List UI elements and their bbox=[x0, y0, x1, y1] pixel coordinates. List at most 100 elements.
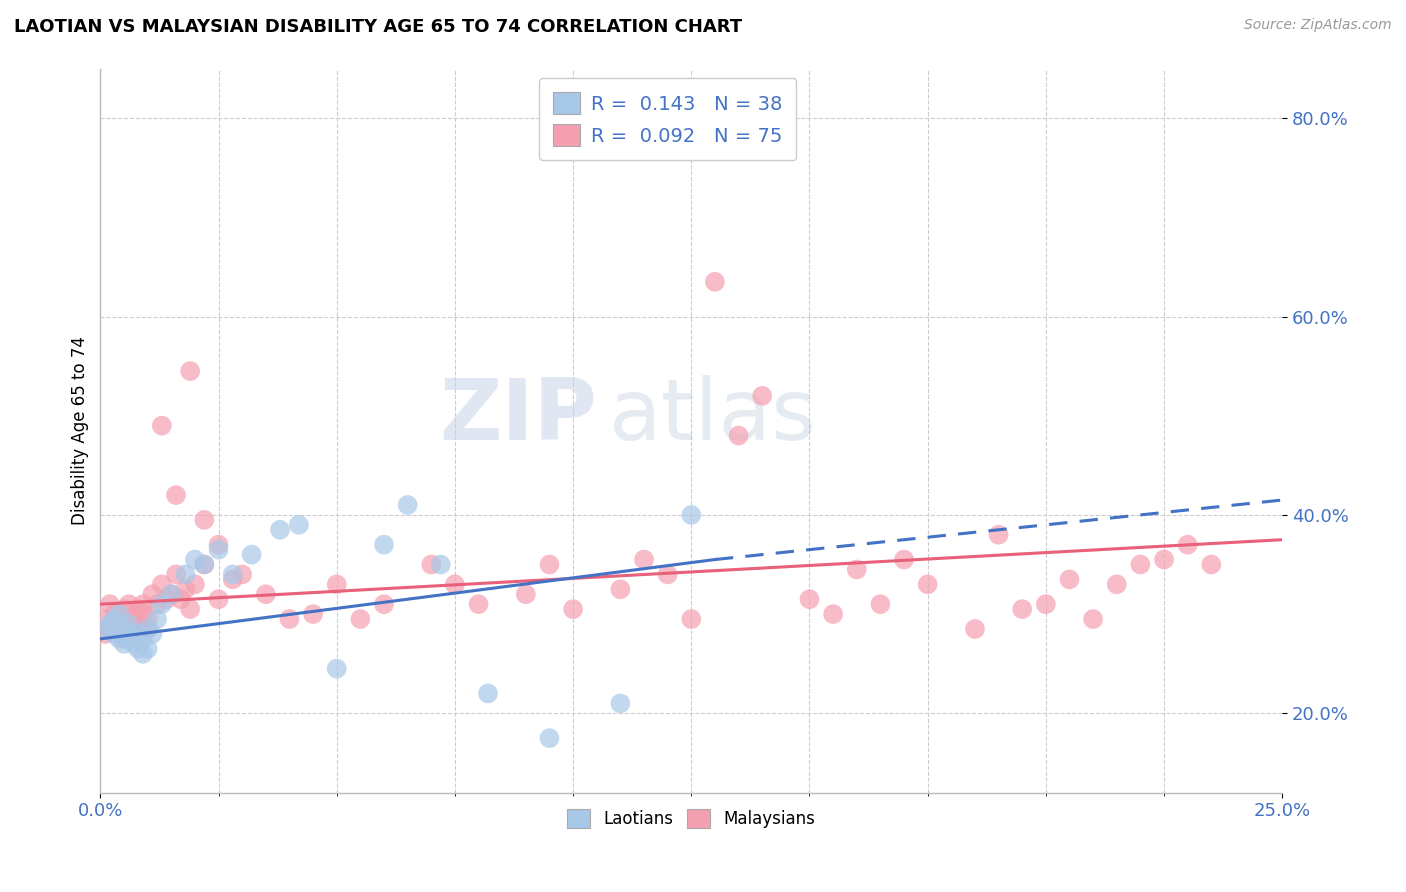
Point bbox=[98, 622, 121, 636]
Point bbox=[1201, 558, 1223, 572]
Point bbox=[118, 617, 141, 632]
Point bbox=[179, 602, 201, 616]
Point bbox=[98, 597, 121, 611]
Point bbox=[751, 389, 773, 403]
Point bbox=[467, 597, 489, 611]
Point bbox=[429, 558, 451, 572]
Point bbox=[373, 597, 395, 611]
Point bbox=[1011, 602, 1033, 616]
Point bbox=[103, 607, 125, 621]
Point bbox=[349, 612, 371, 626]
Point bbox=[373, 538, 395, 552]
Point bbox=[325, 662, 347, 676]
Point bbox=[240, 548, 263, 562]
Point bbox=[103, 612, 125, 626]
Point bbox=[127, 602, 149, 616]
Point bbox=[146, 612, 169, 626]
Point bbox=[1153, 552, 1175, 566]
Point bbox=[325, 577, 347, 591]
Point bbox=[193, 558, 215, 572]
Point bbox=[727, 428, 749, 442]
Point bbox=[893, 552, 915, 566]
Point bbox=[609, 697, 631, 711]
Point bbox=[136, 622, 159, 636]
Point bbox=[633, 552, 655, 566]
Point bbox=[122, 637, 145, 651]
Point bbox=[118, 617, 141, 632]
Point bbox=[146, 597, 169, 611]
Point bbox=[1081, 612, 1104, 626]
Point bbox=[269, 523, 291, 537]
Point bbox=[1059, 573, 1081, 587]
Point bbox=[184, 577, 207, 591]
Point bbox=[917, 577, 939, 591]
Point bbox=[657, 567, 679, 582]
Point bbox=[207, 592, 229, 607]
Point bbox=[396, 498, 419, 512]
Point bbox=[538, 731, 561, 745]
Point bbox=[94, 627, 117, 641]
Point bbox=[108, 612, 131, 626]
Point bbox=[150, 597, 173, 611]
Point bbox=[207, 538, 229, 552]
Point bbox=[681, 612, 703, 626]
Point bbox=[136, 612, 159, 626]
Point bbox=[703, 275, 725, 289]
Point bbox=[174, 582, 197, 597]
Point bbox=[132, 607, 155, 621]
Text: LAOTIAN VS MALAYSIAN DISABILITY AGE 65 TO 74 CORRELATION CHART: LAOTIAN VS MALAYSIAN DISABILITY AGE 65 T… bbox=[14, 18, 742, 36]
Point bbox=[132, 597, 155, 611]
Point bbox=[963, 622, 986, 636]
Point bbox=[845, 562, 868, 576]
Point bbox=[112, 637, 135, 651]
Point bbox=[302, 607, 325, 621]
Point bbox=[94, 612, 117, 626]
Point bbox=[122, 622, 145, 636]
Point bbox=[112, 632, 135, 646]
Point bbox=[108, 632, 131, 646]
Point bbox=[823, 607, 845, 621]
Point bbox=[222, 573, 245, 587]
Point bbox=[538, 558, 561, 572]
Point bbox=[127, 641, 149, 656]
Text: atlas: atlas bbox=[609, 375, 817, 458]
Point bbox=[222, 567, 245, 582]
Point bbox=[136, 622, 159, 636]
Point bbox=[193, 558, 215, 572]
Text: ZIP: ZIP bbox=[439, 375, 596, 458]
Point bbox=[515, 587, 537, 601]
Point bbox=[160, 587, 183, 601]
Point bbox=[132, 647, 155, 661]
Point bbox=[179, 364, 201, 378]
Point bbox=[150, 577, 173, 591]
Point bbox=[136, 641, 159, 656]
Point bbox=[799, 592, 821, 607]
Point bbox=[420, 558, 443, 572]
Point bbox=[477, 686, 499, 700]
Point bbox=[987, 527, 1010, 541]
Point bbox=[1105, 577, 1128, 591]
Point bbox=[174, 567, 197, 582]
Point bbox=[118, 632, 141, 646]
Point bbox=[94, 622, 117, 636]
Point bbox=[112, 602, 135, 616]
Point bbox=[127, 627, 149, 641]
Point bbox=[155, 592, 177, 607]
Point bbox=[112, 622, 135, 636]
Point bbox=[103, 617, 125, 632]
Point bbox=[108, 607, 131, 621]
Point bbox=[160, 587, 183, 601]
Point bbox=[562, 602, 585, 616]
Point bbox=[122, 627, 145, 641]
Point bbox=[231, 567, 253, 582]
Point bbox=[1129, 558, 1152, 572]
Text: Source: ZipAtlas.com: Source: ZipAtlas.com bbox=[1244, 18, 1392, 32]
Point bbox=[288, 517, 311, 532]
Point bbox=[681, 508, 703, 522]
Point bbox=[170, 592, 193, 607]
Point bbox=[278, 612, 301, 626]
Y-axis label: Disability Age 65 to 74: Disability Age 65 to 74 bbox=[72, 336, 89, 525]
Point bbox=[127, 617, 149, 632]
Point bbox=[165, 488, 187, 502]
Point bbox=[103, 627, 125, 641]
